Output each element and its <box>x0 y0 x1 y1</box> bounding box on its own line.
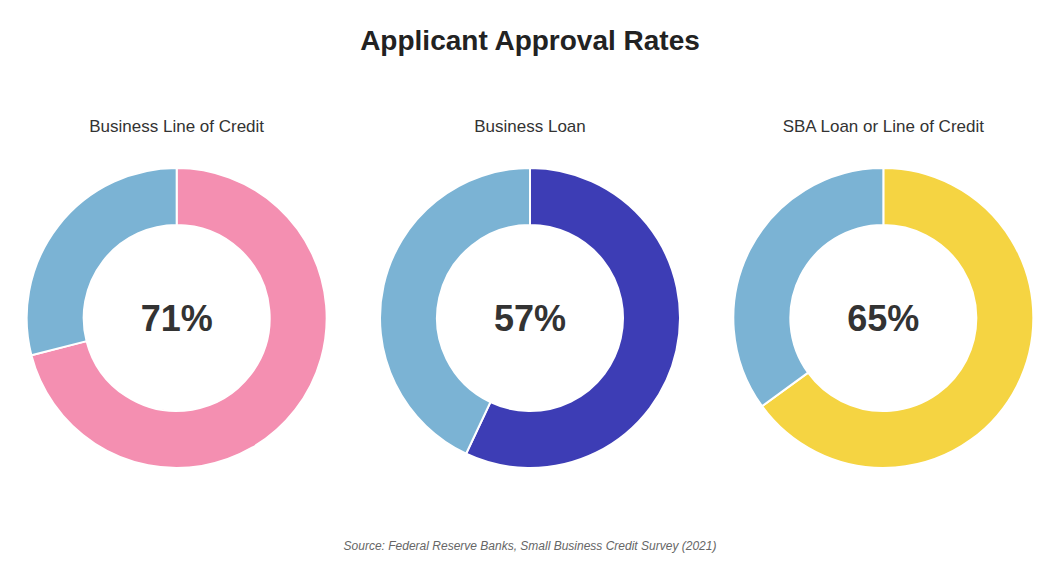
center-label: 71% <box>141 298 213 339</box>
chart-label: Business Loan <box>474 117 586 136</box>
donut-slice <box>733 168 883 406</box>
donut-chart: Business Loan 57% <box>380 117 680 468</box>
donut-chart: Business Line of Credit 71% <box>27 117 327 468</box>
center-label: 57% <box>494 298 566 339</box>
chart-label: Business Line of Credit <box>89 117 264 136</box>
center-label: 65% <box>847 298 919 339</box>
background <box>0 0 1060 574</box>
title: Applicant Approval Rates <box>360 25 700 56</box>
chart-root: Applicant Approval Rates Source: Federal … <box>0 0 1060 574</box>
chart-label: SBA Loan or Line of Credit <box>783 117 985 136</box>
donut-chart: SBA Loan or Line of Credit 65% <box>733 117 1033 468</box>
chart-svg: Applicant Approval Rates Source: Federal … <box>0 0 1060 574</box>
source: Source: Federal Reserve Banks, Small Bus… <box>344 539 717 553</box>
